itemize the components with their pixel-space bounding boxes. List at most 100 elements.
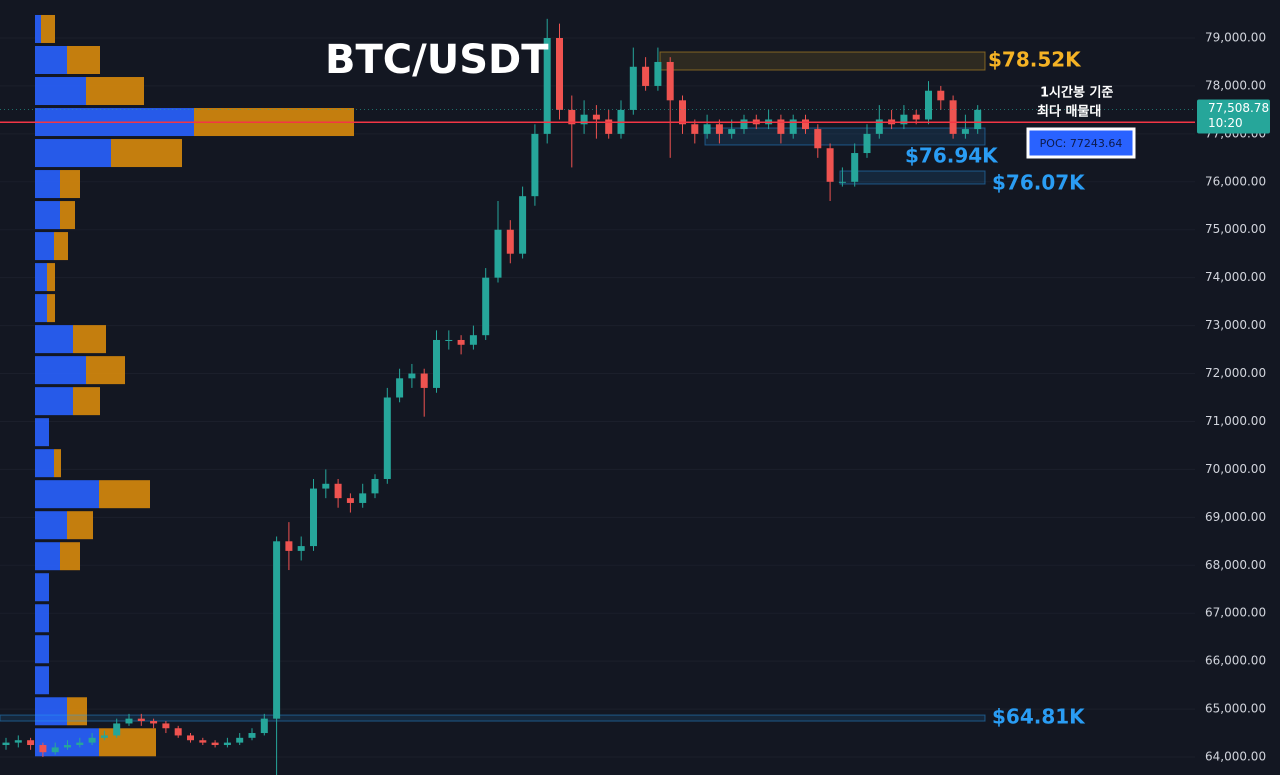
candle-body xyxy=(728,129,736,134)
candle-body xyxy=(162,723,170,729)
candle-body xyxy=(912,114,920,120)
candle-body xyxy=(310,488,317,547)
poc-box xyxy=(1026,127,1136,159)
profile-bar xyxy=(35,325,73,354)
profile-bar xyxy=(60,201,75,230)
profile-bar xyxy=(35,294,47,323)
candle-body xyxy=(900,114,908,125)
candle-body xyxy=(875,119,883,134)
candle-body xyxy=(445,339,453,341)
zone-label: $76.94K xyxy=(905,144,999,168)
profile-bar xyxy=(35,201,60,230)
candle-body xyxy=(125,718,133,724)
candle-body xyxy=(556,38,563,110)
profile-bar xyxy=(35,170,60,199)
candle-body xyxy=(248,733,256,738)
y-tick-label: 66,000.00 xyxy=(1205,654,1266,668)
profile-bar xyxy=(60,170,80,199)
candle-body xyxy=(27,740,35,746)
profile-bar xyxy=(35,449,54,478)
candle-body xyxy=(469,335,477,345)
candle-body xyxy=(605,119,613,134)
y-tick-label: 75,000.00 xyxy=(1205,222,1266,236)
candle-body xyxy=(838,181,846,183)
profile-bar xyxy=(35,697,67,726)
profile-bar xyxy=(47,263,55,292)
chart-title: BTC/USDT xyxy=(325,37,549,83)
candle-body xyxy=(64,745,71,748)
poc-label: POC: 77243.64 xyxy=(1040,137,1123,150)
candle-body xyxy=(691,124,699,134)
candle-body xyxy=(396,378,404,398)
annotation: 최다 매물대 xyxy=(1037,104,1101,120)
candle-body xyxy=(482,277,490,336)
candle-body xyxy=(285,541,293,551)
y-tick-label: 68,000.00 xyxy=(1205,558,1266,572)
profile-bar xyxy=(35,666,49,695)
profile-bar xyxy=(35,14,41,43)
candle-body xyxy=(236,737,244,743)
candle-body xyxy=(789,119,797,134)
profile-bar xyxy=(99,480,150,509)
y-tick-label: 74,000.00 xyxy=(1205,270,1266,284)
candle-body xyxy=(211,742,219,746)
y-tick-label: 72,000.00 xyxy=(1205,366,1266,380)
zone xyxy=(704,127,986,146)
y-tick-label: 78,000.00 xyxy=(1205,78,1266,92)
candle-body xyxy=(629,66,637,110)
profile-bar xyxy=(35,139,111,168)
candle-body xyxy=(137,718,145,722)
profile-bar xyxy=(35,77,86,106)
candle-body xyxy=(851,153,859,182)
candle-body xyxy=(76,742,84,746)
candle-body xyxy=(346,498,354,503)
candle-body xyxy=(383,397,391,479)
candle-body xyxy=(334,483,342,499)
annotation: 1시간봉 기준 xyxy=(1040,85,1113,101)
candle-body xyxy=(777,119,785,134)
y-tick-label: 70,000.00 xyxy=(1205,462,1266,476)
candle-body xyxy=(150,721,158,724)
profile-bar xyxy=(41,14,55,43)
profile-bar xyxy=(86,356,125,385)
profile-bar xyxy=(99,728,156,757)
candle-body xyxy=(187,735,194,741)
candle-body xyxy=(223,742,231,746)
profile-bar xyxy=(35,542,60,571)
candle-body xyxy=(174,728,182,736)
profile-bar xyxy=(60,542,80,571)
candle-body xyxy=(88,737,96,743)
candle-body xyxy=(814,129,822,149)
candle-body xyxy=(666,61,674,101)
profile-bar xyxy=(73,325,106,354)
candle-body xyxy=(408,373,416,379)
profile-bar xyxy=(35,356,86,385)
y-tick-label: 69,000.00 xyxy=(1205,510,1266,524)
profile-bar xyxy=(67,697,87,726)
profile-bar xyxy=(35,232,54,261)
candle-body xyxy=(654,61,662,86)
candle-body xyxy=(420,373,428,388)
candle-body xyxy=(371,478,379,494)
candle-body xyxy=(592,114,600,120)
y-tick-label: 64,000.00 xyxy=(1205,750,1266,764)
profile-bar xyxy=(35,387,73,416)
candle-body xyxy=(543,38,551,134)
zone-label: $78.52K xyxy=(988,48,1082,72)
last-price-tag xyxy=(1197,99,1270,134)
candle-body xyxy=(961,129,969,134)
profile-bar xyxy=(35,480,99,509)
y-tick-label: 73,000.00 xyxy=(1205,318,1266,332)
candle-body xyxy=(715,124,723,134)
profile-bar xyxy=(67,46,100,75)
profile-bar xyxy=(111,139,182,168)
profile-bar xyxy=(67,511,93,540)
y-tick-label: 76,000.00 xyxy=(1205,174,1266,188)
candle-body xyxy=(949,100,957,134)
zone xyxy=(659,51,986,71)
profile-bar xyxy=(35,635,49,664)
zone-label: $76.07K xyxy=(992,171,1086,195)
profile-bar xyxy=(54,449,61,478)
